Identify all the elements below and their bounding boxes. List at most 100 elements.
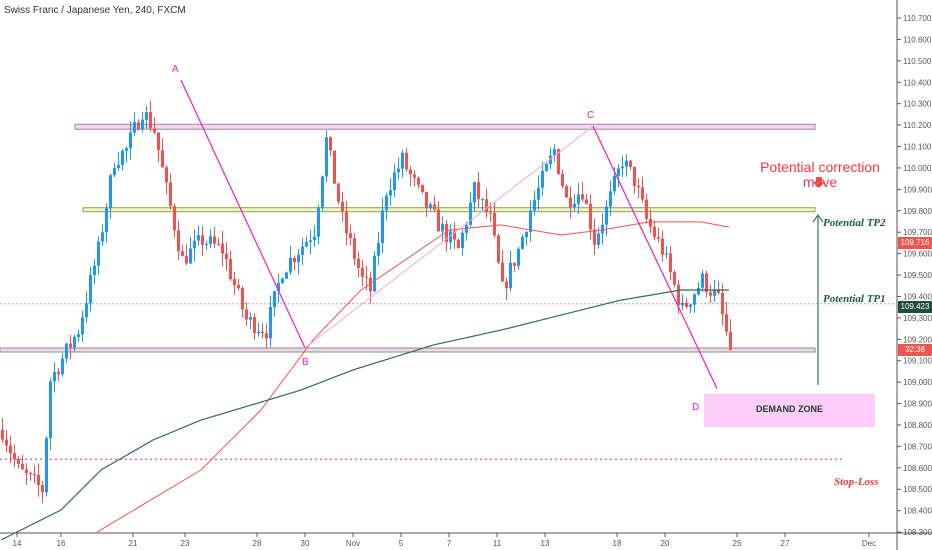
candle bbox=[125, 146, 128, 163]
candle-body bbox=[493, 212, 496, 236]
candle-body bbox=[33, 473, 36, 476]
candle bbox=[173, 203, 176, 238]
candle bbox=[445, 219, 448, 252]
candle-body bbox=[453, 231, 456, 240]
candle bbox=[241, 285, 244, 318]
candle bbox=[201, 225, 204, 257]
y-tick-label: 110.500 bbox=[903, 57, 932, 66]
candle-body bbox=[49, 381, 52, 439]
candle bbox=[29, 471, 32, 481]
candle-body bbox=[353, 238, 356, 259]
candle bbox=[417, 176, 420, 189]
candle-body bbox=[145, 112, 148, 120]
candle-body bbox=[433, 204, 436, 210]
candle bbox=[165, 164, 168, 195]
y-tick-label: 110.400 bbox=[903, 78, 932, 87]
y-tick-label: 109.000 bbox=[903, 378, 932, 387]
candle bbox=[373, 251, 376, 293]
candle-body bbox=[557, 149, 560, 174]
candle bbox=[65, 342, 68, 364]
candle-body bbox=[541, 171, 544, 188]
candle bbox=[213, 227, 216, 248]
candle-body bbox=[369, 277, 372, 292]
candle bbox=[121, 148, 124, 171]
candle bbox=[421, 184, 424, 194]
candle-body bbox=[697, 287, 700, 295]
candle bbox=[217, 238, 220, 247]
candle-body bbox=[641, 187, 644, 200]
candle-body bbox=[93, 265, 96, 276]
candle-body bbox=[149, 112, 152, 129]
y-tick-label: 109.500 bbox=[903, 271, 932, 280]
y-tick-label: 110.000 bbox=[903, 164, 932, 173]
candle-body bbox=[693, 294, 696, 305]
candle-body bbox=[317, 207, 320, 237]
candle-body bbox=[685, 302, 688, 307]
candle-body bbox=[413, 174, 416, 178]
candle-body bbox=[545, 164, 548, 172]
candle-body bbox=[209, 236, 212, 244]
candle bbox=[97, 236, 100, 275]
candle-body bbox=[45, 438, 48, 493]
candle bbox=[529, 200, 532, 242]
candle bbox=[481, 197, 484, 212]
x-tick-label: 18 bbox=[613, 539, 622, 548]
candle bbox=[141, 111, 144, 133]
candle bbox=[185, 244, 188, 266]
candle-body bbox=[233, 279, 236, 286]
candle-body bbox=[301, 246, 304, 255]
candle-body bbox=[117, 164, 120, 169]
candle-body bbox=[169, 182, 172, 207]
bar-countdown-label: 32:38 bbox=[898, 344, 932, 356]
candle bbox=[73, 334, 76, 353]
candle bbox=[473, 181, 476, 212]
candle-body bbox=[509, 262, 512, 289]
candle bbox=[313, 224, 316, 247]
candle bbox=[389, 178, 392, 206]
candle bbox=[293, 255, 296, 271]
candle bbox=[233, 271, 236, 295]
candle bbox=[545, 161, 548, 172]
candle-body bbox=[337, 183, 340, 202]
candle bbox=[137, 118, 140, 131]
candle-body bbox=[573, 203, 576, 208]
candle bbox=[581, 181, 584, 203]
pattern-point-b: B bbox=[302, 357, 309, 368]
candle-body bbox=[13, 453, 16, 460]
candle-body bbox=[5, 439, 8, 446]
candle bbox=[265, 323, 268, 349]
candle-body bbox=[377, 243, 380, 256]
candle bbox=[69, 335, 72, 360]
candle bbox=[89, 266, 92, 312]
candle bbox=[601, 213, 604, 245]
candle bbox=[477, 172, 480, 208]
candle-body bbox=[85, 303, 88, 318]
candle-body bbox=[285, 272, 288, 279]
candle bbox=[245, 302, 248, 327]
candle bbox=[305, 236, 308, 248]
candle bbox=[281, 277, 284, 285]
candle bbox=[665, 246, 668, 259]
candle bbox=[377, 231, 380, 265]
candle bbox=[229, 250, 232, 281]
y-tick-label: 109.600 bbox=[903, 250, 932, 259]
candle-body bbox=[65, 343, 68, 359]
candle-body bbox=[565, 186, 568, 198]
candle-body bbox=[441, 224, 444, 232]
candle bbox=[669, 246, 672, 281]
candle-body bbox=[637, 185, 640, 188]
candle-body bbox=[273, 291, 276, 308]
candle-body bbox=[473, 182, 476, 203]
candle-body bbox=[625, 160, 628, 167]
candle-body bbox=[245, 309, 248, 320]
candle bbox=[93, 259, 96, 284]
candle bbox=[61, 353, 64, 377]
candle-body bbox=[25, 469, 28, 474]
candle bbox=[553, 144, 556, 162]
candle-body bbox=[445, 224, 448, 243]
ma-fast-price-label: 109.716 bbox=[898, 237, 932, 249]
candle bbox=[729, 318, 732, 351]
candle-body bbox=[549, 155, 552, 165]
x-tick-label: Dec bbox=[862, 539, 876, 548]
